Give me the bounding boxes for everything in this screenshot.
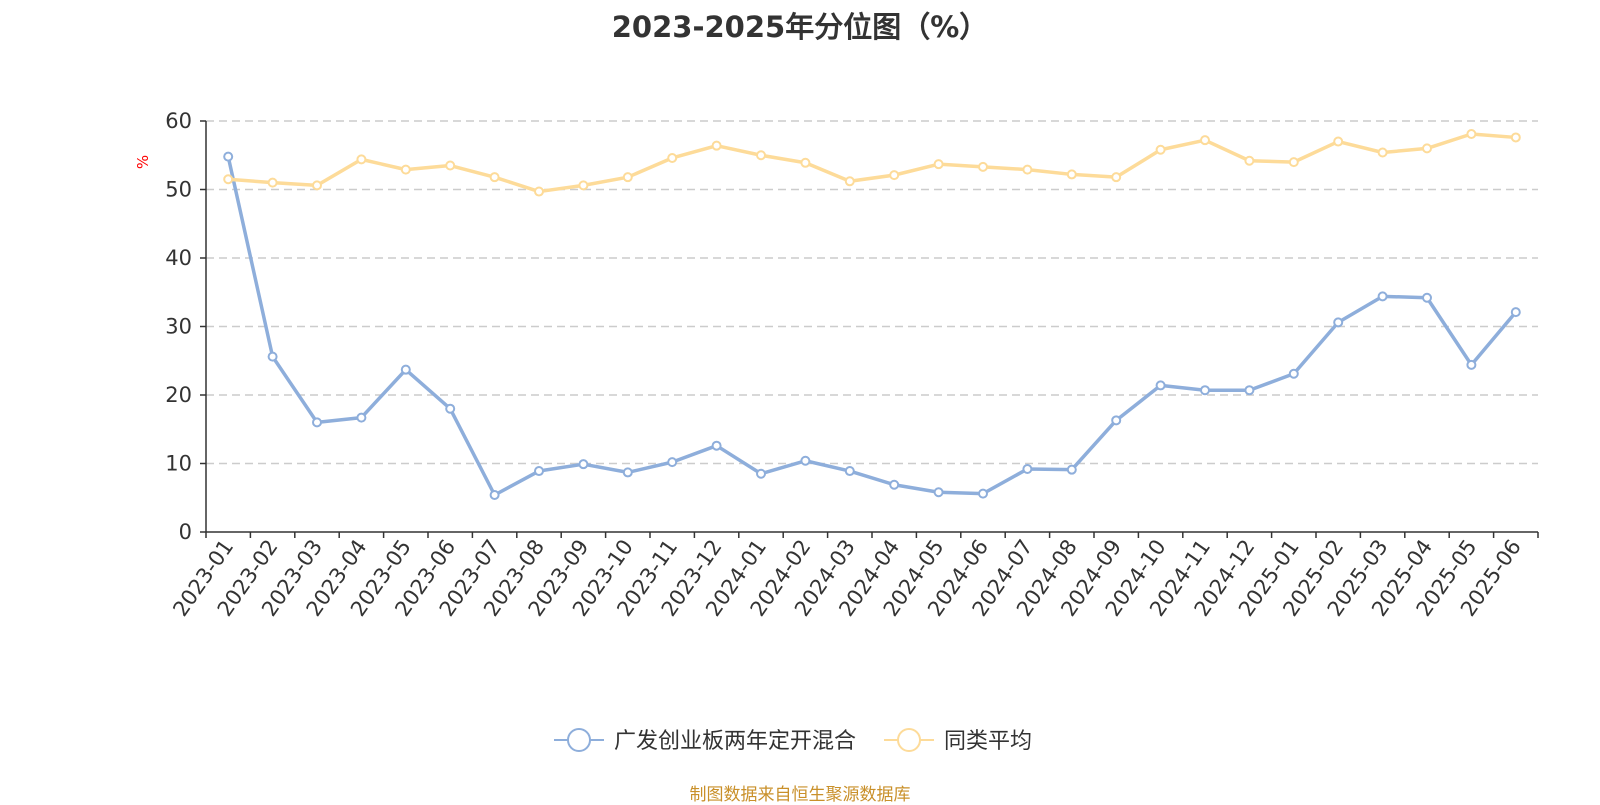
data-point — [1333, 317, 1344, 328]
data-point — [1200, 385, 1210, 396]
data-point — [1155, 144, 1166, 155]
data-point — [356, 154, 367, 165]
y-tick-label: 60 — [165, 109, 192, 133]
legend-marker-1 — [567, 728, 591, 752]
data-point — [312, 180, 322, 191]
axes: 0102030405060%2023-012023-022023-032023-… — [134, 109, 1539, 621]
data-point — [844, 176, 855, 187]
data-point — [1510, 132, 1521, 143]
data-point — [578, 180, 589, 191]
data-point — [622, 467, 633, 478]
data-point — [489, 490, 500, 501]
data-point — [534, 186, 544, 197]
data-point — [1422, 143, 1432, 154]
data-point — [933, 159, 944, 170]
data-point — [1422, 292, 1432, 303]
data-point — [1466, 129, 1477, 140]
data-point — [1022, 463, 1033, 474]
data-point — [1155, 380, 1166, 391]
data-point — [667, 457, 678, 468]
data-point — [1111, 415, 1122, 426]
data-point — [400, 364, 411, 375]
data-point — [223, 174, 234, 185]
series-line-2 — [228, 132, 1516, 194]
data-point — [756, 468, 766, 479]
data-point — [622, 172, 633, 183]
data-point — [756, 150, 766, 161]
data-point — [267, 351, 278, 362]
data-point — [1377, 147, 1388, 158]
data-point — [889, 479, 900, 490]
data-point — [312, 417, 322, 428]
data-point — [889, 170, 900, 181]
data-point — [1022, 164, 1033, 175]
data-point — [534, 466, 544, 477]
data-point — [223, 151, 234, 162]
data-point — [1066, 169, 1077, 180]
y-tick-label: 50 — [165, 178, 192, 202]
data-point — [267, 177, 278, 188]
data-point — [800, 455, 811, 466]
y-tick-label: 10 — [165, 452, 192, 476]
data-point — [711, 140, 722, 151]
data-point — [1066, 464, 1077, 475]
y-axis-label: % — [134, 155, 152, 169]
data-point — [978, 488, 988, 499]
data-point — [1200, 135, 1210, 146]
data-point — [1288, 368, 1299, 379]
data-point — [445, 403, 456, 414]
y-tick-label: 30 — [165, 315, 192, 339]
data-point — [978, 161, 988, 172]
y-tick-label: 0 — [179, 520, 192, 544]
data-point — [578, 459, 589, 470]
data-point — [445, 160, 456, 171]
data-point — [356, 412, 367, 423]
series-line-1 — [226, 156, 1518, 497]
grid-lines — [206, 120, 1538, 465]
data-point — [1510, 307, 1521, 318]
legend-label-1: 广发创业板两年定开混合 — [614, 729, 856, 754]
data-point — [711, 440, 722, 451]
data-point — [667, 152, 678, 163]
data-point — [1377, 291, 1388, 302]
y-tick-label: 20 — [165, 383, 192, 407]
data-point — [1466, 359, 1477, 370]
legend-marker-2 — [897, 728, 922, 752]
data-point — [1333, 136, 1344, 147]
data-point — [400, 164, 411, 175]
data-point — [1288, 157, 1299, 168]
data-point — [1244, 385, 1255, 396]
series-lines — [223, 129, 1521, 501]
legend-label-2: 同类平均 — [944, 729, 1032, 754]
legend: 广发创业板两年定开混合 同类平均 — [554, 728, 1032, 754]
data-point — [933, 487, 944, 498]
data-point — [1111, 172, 1122, 183]
chart-title: 2023-2025年分位图（%） — [611, 10, 989, 44]
y-tick-label: 40 — [165, 246, 192, 270]
data-point — [800, 157, 811, 168]
data-point — [844, 466, 855, 477]
data-point — [489, 172, 500, 183]
data-source-note: 制图数据来自恒生聚源数据库 — [689, 785, 911, 805]
data-point — [1244, 155, 1255, 166]
